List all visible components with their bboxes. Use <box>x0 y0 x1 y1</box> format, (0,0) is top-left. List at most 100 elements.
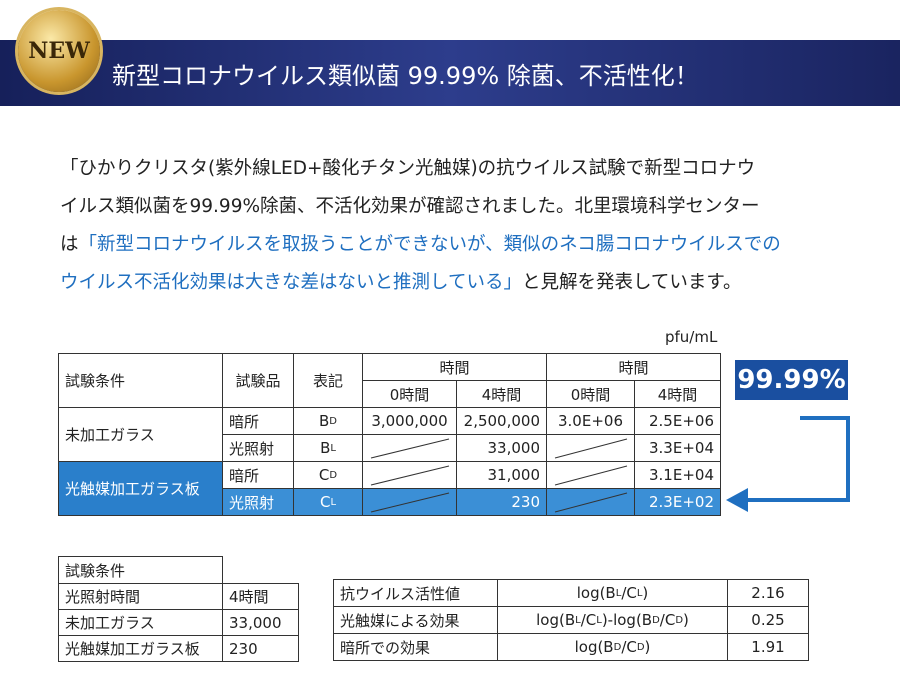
label-cell: 未加工ガラス <box>58 609 223 636</box>
text: /C <box>621 584 637 602</box>
value-cell: 31,000 <box>456 461 547 489</box>
text: ) <box>642 584 649 602</box>
text: /C <box>580 611 597 629</box>
text: イルス類似菌を99.99%除菌、不活化効果が確認されました。北里環境科学センター <box>60 196 760 217</box>
line: 「ひかりクリスタ(紫外線LED+酸化チタン光触媒)の抗ウイルス試験で新型コロナウ <box>60 150 781 188</box>
diagonal <box>370 465 450 486</box>
value-cell: 33,000 <box>222 609 299 636</box>
header-bar <box>0 40 900 106</box>
header-cell: 試験品 <box>222 353 294 408</box>
value-cell <box>546 461 635 489</box>
subscript: L <box>330 442 336 454</box>
diagonal <box>370 438 450 459</box>
condition-cell: 光触媒加工ガラス板 <box>58 461 223 516</box>
result-badge: 99.99% <box>735 360 848 400</box>
value-cell: 33,000 <box>456 434 547 462</box>
formula-cell: log(B D/C D) <box>497 633 728 661</box>
header-cell: 0時間 <box>362 380 457 408</box>
value-cell <box>546 488 635 516</box>
quote: 「新型コロナウイルスを取扱うことができないが、類似のネコ腸コロナウイルスでの <box>78 234 781 255</box>
header-cell: 0時間 <box>546 380 635 408</box>
line: は「新型コロナウイルスを取扱うことができないが、類似のネコ腸コロナウイルスでの <box>60 226 781 264</box>
subscript: L <box>575 614 581 626</box>
value-cell: 2,500,000 <box>456 407 547 435</box>
header-cell: 4時間 <box>634 380 721 408</box>
unit: pfu/mL <box>665 328 718 346</box>
text: は <box>60 234 79 255</box>
subscript: D <box>613 641 622 653</box>
header-cell: 4時間 <box>456 380 547 408</box>
subscript: L <box>636 587 643 599</box>
arrow-head <box>726 488 748 512</box>
header-cell: 表記 <box>293 353 363 408</box>
text: B <box>319 412 330 430</box>
header-cell: 試験条件 <box>58 556 223 584</box>
value-cell: 2.3E+02 <box>634 488 721 516</box>
label-cell: 暗所での効果 <box>333 633 498 661</box>
header-cell: 試験条件 <box>58 353 223 408</box>
value-cell: 4時間 <box>222 583 299 610</box>
formula-cell: log(B L/C L)-log(B D/C D) <box>497 606 728 634</box>
text: C <box>318 466 330 484</box>
text: B <box>320 439 331 457</box>
text: log(B <box>576 584 616 602</box>
subscript: L <box>615 587 622 599</box>
text: C <box>319 493 331 511</box>
formula-cell: log(B L/C L) <box>497 579 728 607</box>
diagonal <box>554 465 628 486</box>
text: log(B <box>536 611 576 629</box>
subscript: D <box>636 641 645 653</box>
value-cell: 1.91 <box>727 633 809 661</box>
value-cell: 3.3E+04 <box>634 434 721 462</box>
value-cell <box>362 488 457 516</box>
condition-cell: 未加工ガラス <box>58 407 223 462</box>
subscript: L <box>330 496 337 508</box>
value-cell: 3,000,000 <box>362 407 457 435</box>
value-cell: 2.5E+06 <box>634 407 721 435</box>
item-cell: 光照射 <box>222 488 294 516</box>
line: ウイルス不活化効果は大きな差はないと推測している」と見解を発表しています。 <box>60 264 781 302</box>
text: と見解を発表しています。 <box>521 272 742 293</box>
paragraph: 「ひかりクリスタ(紫外線LED+酸化チタン光触媒)の抗ウイルス試験で新型コロナウ… <box>60 150 781 302</box>
value-cell: 3.1E+04 <box>634 461 721 489</box>
value-cell: 3.0E+06 <box>546 407 635 435</box>
text: ) <box>683 611 689 629</box>
title: 新型コロナウイルス類似菌 99.99% 除菌、不活性化！ <box>112 62 699 90</box>
label-cell: 光照射時間 <box>58 583 223 610</box>
value-cell <box>546 434 635 462</box>
arrow-line <box>745 416 850 502</box>
text: ) <box>644 638 651 656</box>
label-cell: 抗ウイルス活性値 <box>333 579 498 607</box>
value-cell: 230 <box>222 635 299 662</box>
subscript: D <box>652 614 660 626</box>
value-cell <box>362 461 457 489</box>
line: イルス類似菌を99.99%除菌、不活化効果が確認されました。北里環境科学センター <box>60 188 781 226</box>
value-cell <box>362 434 457 462</box>
label-cell: 光触媒による効果 <box>333 606 498 634</box>
subscript: D <box>329 469 338 481</box>
value-cell: 0.25 <box>727 606 809 634</box>
label-cell: 光触媒加工ガラス板 <box>58 635 223 662</box>
text: /C <box>621 638 637 656</box>
header-cell: 時間 <box>362 353 547 381</box>
text: )-log(B <box>601 611 653 629</box>
value-cell: 2.16 <box>727 579 809 607</box>
text: /C <box>659 611 676 629</box>
quote: ウイルス不活化効果は大きな差はないと推測している」 <box>60 272 522 293</box>
subscript: D <box>675 614 684 626</box>
item-cell: 暗所 <box>222 461 294 489</box>
badge: NEW <box>18 10 100 92</box>
item-cell: 暗所 <box>222 407 294 435</box>
text: log(B <box>574 638 614 656</box>
text: 「ひかりクリスタ(紫外線LED+酸化チタン光触媒)の抗ウイルス試験で新型コロナウ <box>60 158 756 179</box>
item-cell: 光照射 <box>222 434 294 462</box>
diagonal <box>370 492 450 513</box>
diagonal <box>554 492 628 513</box>
subscript: L <box>596 614 602 626</box>
